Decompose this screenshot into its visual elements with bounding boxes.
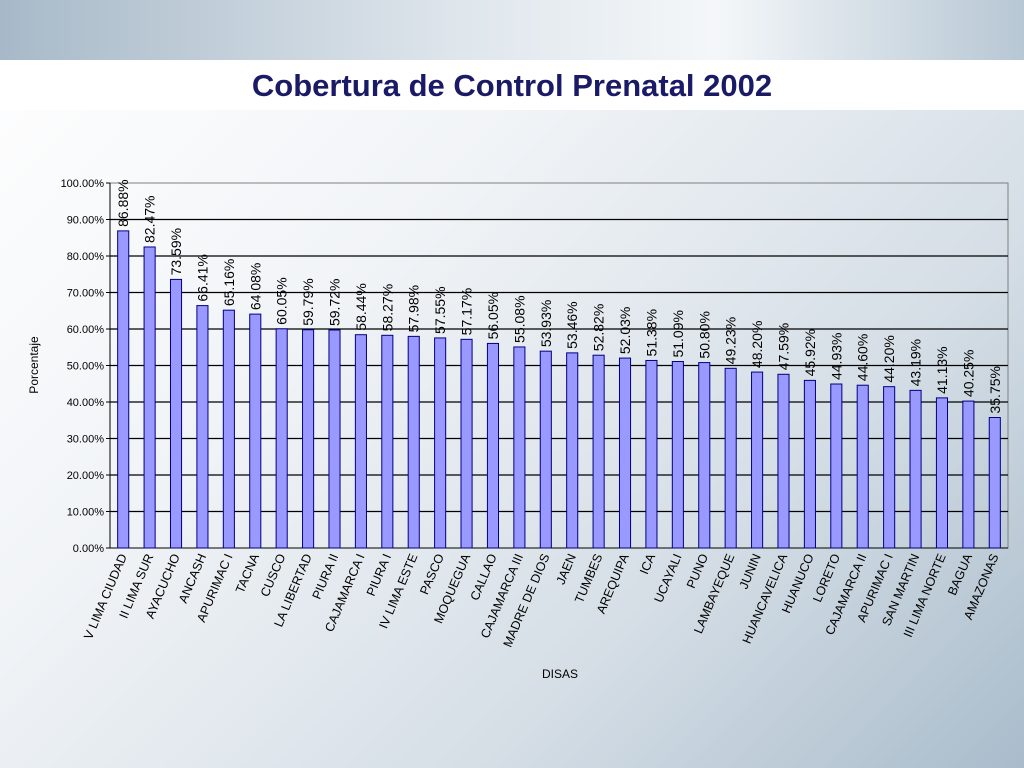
y-tick-label: 50.00%	[67, 361, 105, 373]
data-label: 52.82%	[591, 304, 607, 351]
data-label: 82.47%	[142, 195, 158, 242]
data-label: 86.88%	[115, 179, 131, 226]
bar	[117, 230, 130, 549]
data-label: 53.93%	[538, 300, 554, 347]
bar	[354, 334, 367, 549]
data-label: 66.41%	[194, 254, 210, 301]
data-label: 65.16%	[221, 259, 237, 306]
bar	[169, 278, 183, 549]
data-label: 52.03%	[617, 307, 633, 354]
bar	[381, 334, 394, 549]
bar	[249, 313, 262, 549]
y-tick-label: 0.00%	[73, 543, 104, 555]
y-tick-label: 80.00%	[67, 251, 105, 263]
data-label: 44.93%	[828, 333, 844, 380]
data-label: 44.20%	[881, 335, 897, 382]
data-label: 59.72%	[327, 279, 343, 326]
data-label: 58.27%	[379, 284, 395, 331]
data-labels: 86.88% 82.47% 73.59% 66.41% 65.16% 64.08% 60.0…	[115, 179, 1003, 413]
bar	[777, 373, 790, 549]
data-label: 53.46%	[564, 301, 580, 348]
slide-title: Cobertura de Control Prenatal 2002	[251, 68, 773, 103]
data-label: 51.38%	[643, 309, 659, 356]
category-label: JUNIN	[737, 552, 764, 591]
bar	[275, 328, 288, 549]
bar	[328, 329, 341, 549]
bar	[407, 335, 420, 549]
category-label: PIURA I	[364, 552, 394, 598]
y-tick-label: 70.00%	[67, 288, 105, 300]
data-label: 50.80%	[696, 311, 712, 358]
bar	[671, 361, 684, 549]
data-label: 64.08%	[247, 263, 263, 310]
bar	[222, 309, 235, 549]
category-label: PUNO	[684, 551, 711, 590]
bar	[302, 329, 315, 549]
category-label: TACNA	[233, 551, 262, 595]
category-label: BAGUA	[945, 551, 975, 597]
data-label: 73.59%	[168, 228, 184, 275]
data-label: 49.23%	[723, 317, 739, 364]
bar	[196, 305, 209, 549]
data-label: 57.98%	[406, 285, 422, 332]
data-label: 48.20%	[749, 321, 765, 368]
bar	[486, 342, 500, 549]
data-label: 35.75%	[987, 366, 1003, 413]
slide-header-band	[0, 0, 1024, 60]
bar	[935, 397, 949, 549]
y-tick-label: 60.00%	[67, 324, 105, 336]
bar	[592, 354, 605, 549]
y-tick-label: 40.00%	[67, 397, 105, 409]
data-label: 43.19%	[908, 339, 924, 386]
bar	[803, 379, 816, 549]
y-tick-label: 90.00%	[67, 215, 105, 227]
bar	[645, 359, 658, 549]
y-tick-label: 30.00%	[67, 434, 105, 446]
category-label: ICA	[637, 551, 658, 576]
data-label: 60.05%	[274, 277, 290, 324]
bar	[513, 346, 526, 549]
bar	[460, 338, 473, 549]
data-label: 56.05%	[485, 292, 501, 339]
y-tick-label: 20.00%	[67, 470, 105, 482]
bar	[856, 384, 869, 549]
x-axis-label: DISAS	[542, 667, 578, 681]
bar	[909, 389, 922, 549]
bar	[724, 367, 737, 549]
data-label: 57.17%	[459, 288, 475, 335]
data-label: 47.59%	[776, 323, 792, 370]
bar	[566, 352, 579, 549]
title-band	[0, 60, 1024, 110]
data-label: 59.79%	[300, 278, 316, 325]
category-label: PASCO	[417, 551, 447, 596]
gridlines	[110, 218, 1008, 513]
category-label: JAEN	[554, 552, 579, 587]
data-label: 41.13%	[934, 346, 950, 393]
bar	[143, 246, 156, 549]
data-label: 57.55%	[432, 286, 448, 333]
data-label: 40.25%	[960, 350, 976, 397]
bar	[698, 362, 711, 549]
bar	[751, 371, 764, 549]
bar	[539, 350, 552, 549]
y-tick-label: 100.00%	[61, 178, 105, 190]
bar	[962, 400, 975, 549]
bar	[434, 337, 447, 549]
data-label: 51.09%	[670, 310, 686, 357]
bar	[883, 386, 896, 549]
bar	[988, 417, 1001, 549]
y-tick-label: 10.00%	[67, 507, 105, 519]
bar	[618, 357, 632, 549]
data-label: 58.44%	[353, 283, 369, 330]
y-axis-label: Porcentaje	[27, 336, 41, 394]
category-label: V LIMA CIUDAD	[81, 552, 130, 642]
data-label: 55.08%	[511, 295, 527, 342]
data-label: 44.60%	[855, 334, 871, 381]
bars	[117, 230, 1001, 549]
bar	[830, 383, 843, 549]
data-label: 45.92%	[802, 329, 818, 376]
